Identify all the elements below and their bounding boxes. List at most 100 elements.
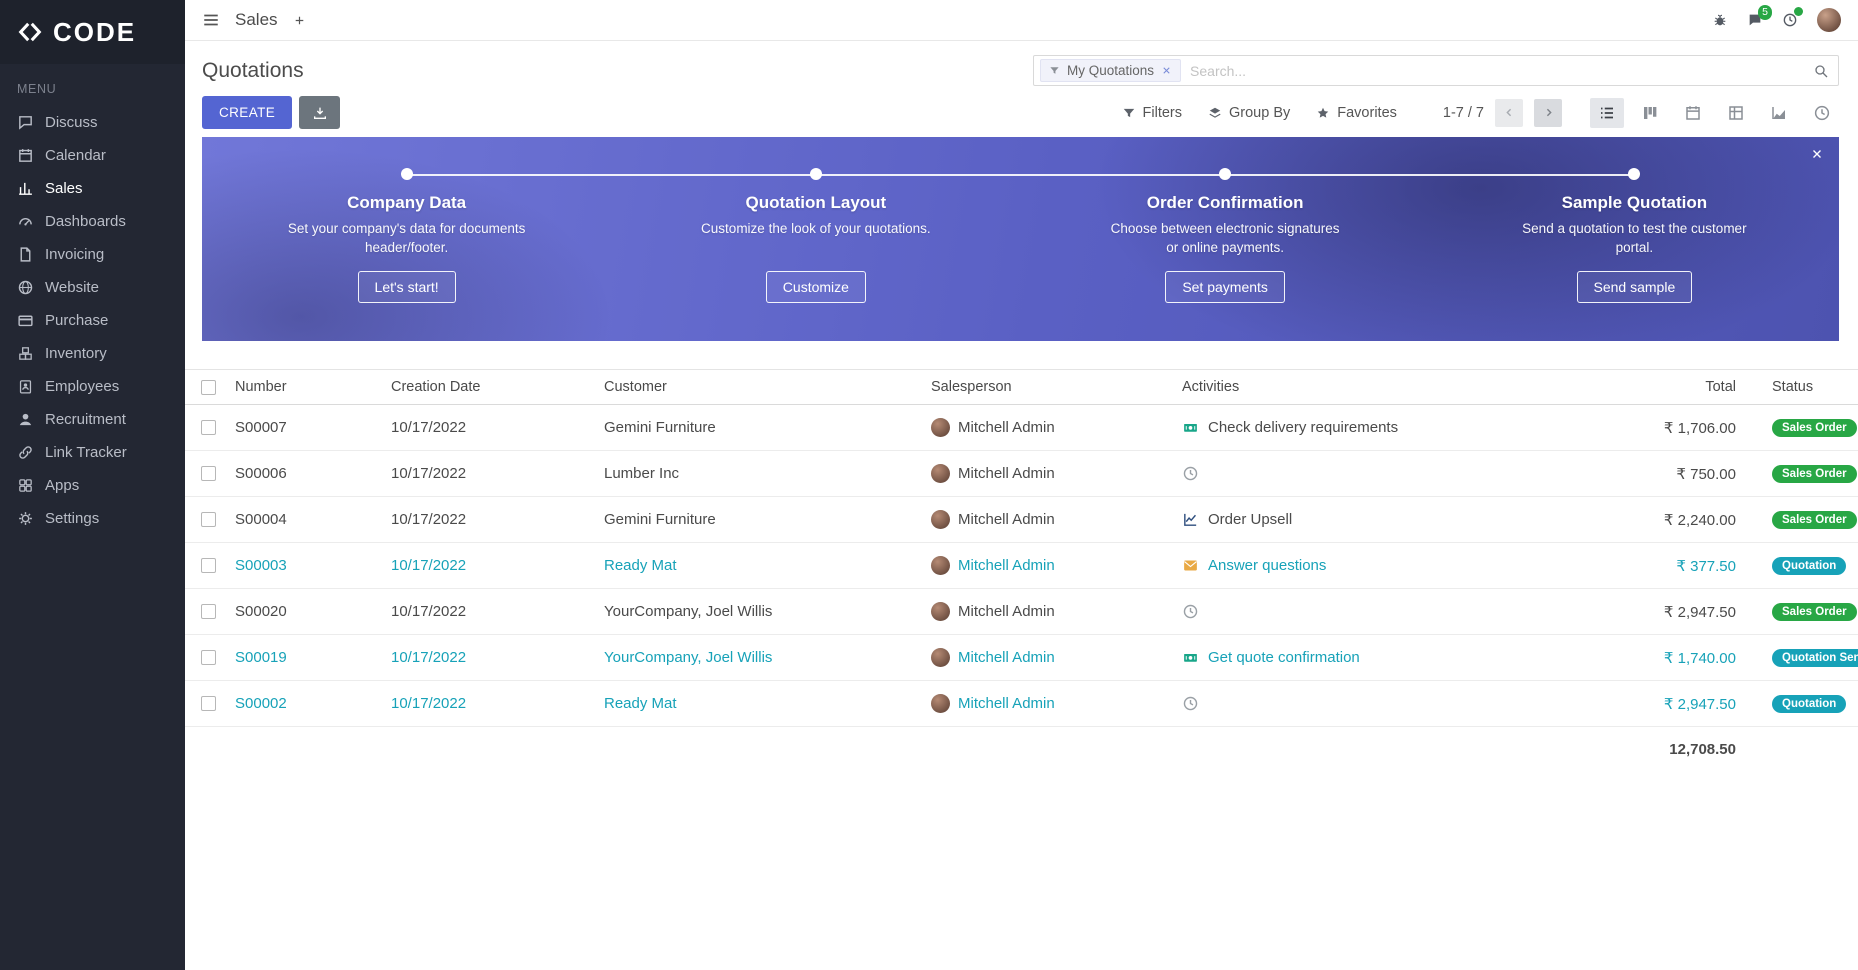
sidebar-item-calendar[interactable]: Calendar [0, 139, 185, 172]
create-button[interactable]: CREATE [202, 96, 293, 129]
brand-logo[interactable]: CODE [0, 0, 185, 64]
cash-activity-icon[interactable] [1182, 649, 1199, 666]
cell-number: S00003 [235, 557, 287, 574]
add-tab-icon[interactable] [293, 14, 306, 27]
status-badge: Quotation Sent [1772, 649, 1858, 667]
cell-total: ₹ 750.00 [1676, 465, 1736, 483]
favorites-button[interactable]: Favorites [1316, 105, 1397, 121]
hamburger-menu-icon[interactable] [202, 11, 220, 29]
debug-bug-icon[interactable] [1712, 12, 1728, 28]
cash-activity-icon[interactable] [1182, 419, 1199, 436]
envelope-activity-icon[interactable] [1182, 557, 1199, 574]
row-checkbox[interactable] [201, 512, 216, 527]
view-list-button[interactable] [1590, 97, 1624, 128]
send-sample-button[interactable]: Send sample [1576, 271, 1693, 303]
table-row[interactable]: S00019 10/17/2022 YourCompany, Joel Will… [185, 635, 1858, 681]
clock-activity-icon[interactable] [1182, 695, 1199, 712]
table-row[interactable]: S00004 10/17/2022 Gemini Furniture Mitch… [185, 497, 1858, 543]
sidebar-item-website[interactable]: Website [0, 271, 185, 304]
column-header-customer[interactable]: Customer [604, 379, 667, 395]
clock-activity-icon[interactable] [1182, 603, 1199, 620]
step-dot [1219, 168, 1232, 180]
table-row[interactable]: S00003 10/17/2022 Ready Mat Mitchell Adm… [185, 543, 1858, 589]
cell-total: ₹ 377.50 [1676, 557, 1736, 575]
messages-icon[interactable]: 5 [1747, 5, 1772, 28]
graph-view-icon [1770, 104, 1788, 122]
row-checkbox[interactable] [201, 466, 216, 481]
facet-remove-icon[interactable] [1161, 65, 1172, 76]
row-checkbox[interactable] [201, 650, 216, 665]
line-chart-activity-icon[interactable] [1182, 511, 1199, 528]
column-header-salesperson[interactable]: Salesperson [931, 379, 1012, 395]
filters-button[interactable]: Filters [1122, 105, 1182, 121]
clock-activity-icon[interactable] [1182, 465, 1199, 482]
activities-clock-icon[interactable] [1782, 7, 1803, 28]
table-row[interactable]: S00002 10/17/2022 Ready Mat Mitchell Adm… [185, 681, 1858, 727]
sidebar-item-purchase[interactable]: Purchase [0, 304, 185, 337]
sidebar-item-inventory[interactable]: Inventory [0, 337, 185, 370]
salesperson-avatar [931, 556, 950, 575]
banner-close-button[interactable] [1810, 147, 1824, 161]
sidebar-item-settings[interactable]: Settings [0, 502, 185, 535]
sidebar-item-recruitment[interactable]: Recruitment [0, 403, 185, 436]
view-pivot-button[interactable] [1719, 98, 1753, 128]
row-checkbox[interactable] [201, 420, 216, 435]
column-header-activities[interactable]: Activities [1182, 379, 1240, 395]
column-header-number[interactable]: Number [235, 379, 287, 395]
set-payments-button[interactable]: Set payments [1165, 271, 1285, 303]
cell-creation-date: 10/17/2022 [391, 511, 467, 528]
table-row[interactable]: S00020 10/17/2022 YourCompany, Joel Will… [185, 589, 1858, 635]
sidebar-item-dashboards[interactable]: Dashboards [0, 205, 185, 238]
cell-creation-date: 10/17/2022 [391, 649, 467, 666]
step-description: Send a quotation to test the customer po… [1522, 221, 1747, 255]
sidebar-item-link-tracker[interactable]: Link Tracker [0, 436, 185, 469]
view-kanban-button[interactable] [1633, 98, 1667, 128]
view-calendar-button[interactable] [1676, 98, 1710, 128]
cell-activity: Answer questions [1208, 557, 1327, 574]
view-graph-button[interactable] [1762, 98, 1796, 128]
column-header-status[interactable]: Status [1772, 379, 1814, 395]
pager-range: 1-7 / 7 [1442, 104, 1484, 121]
cell-total: ₹ 1,706.00 [1663, 419, 1736, 437]
step-description: Customize the look of your quotations. [701, 221, 931, 236]
grid-icon [17, 477, 34, 494]
search-icon[interactable] [1813, 63, 1829, 79]
view-switcher [1590, 97, 1839, 128]
current-app-title[interactable]: Sales [235, 10, 278, 29]
boxes-icon [17, 345, 34, 362]
search-box[interactable]: My Quotations [1033, 55, 1839, 86]
search-facet-my-quotations[interactable]: My Quotations [1040, 59, 1182, 82]
column-header-creation-date[interactable]: Creation Date [391, 379, 481, 395]
pager-next-button[interactable] [1534, 98, 1562, 127]
cell-salesperson: Mitchell Admin [958, 465, 1055, 482]
select-all-checkbox[interactable] [201, 379, 216, 395]
cell-customer: Gemini Furniture [604, 511, 716, 528]
cell-creation-date: 10/17/2022 [391, 603, 467, 620]
group-by-button[interactable]: Group By [1208, 105, 1290, 121]
cell-salesperson: Mitchell Admin [958, 695, 1055, 712]
search-input[interactable] [1190, 62, 1804, 79]
cell-customer: Ready Mat [604, 695, 677, 712]
pager-previous-button[interactable] [1495, 98, 1523, 127]
link-icon [17, 444, 34, 461]
sidebar-item-invoicing[interactable]: Invoicing [0, 238, 185, 271]
table-row[interactable]: S00007 10/17/2022 Gemini Furniture Mitch… [185, 405, 1858, 451]
user-avatar[interactable] [1817, 8, 1841, 32]
cell-number: S00020 [235, 603, 287, 620]
row-checkbox[interactable] [201, 696, 216, 711]
salesperson-avatar [931, 694, 950, 713]
row-checkbox[interactable] [201, 558, 216, 573]
export-button[interactable] [299, 96, 341, 129]
table-row[interactable]: S00006 10/17/2022 Lumber Inc Mitchell Ad… [185, 451, 1858, 497]
view-activity-button[interactable] [1805, 98, 1839, 128]
lets-start-button[interactable]: Let's start! [357, 271, 456, 303]
document-icon [17, 246, 34, 263]
customize-button[interactable]: Customize [765, 271, 866, 303]
sidebar-item-apps[interactable]: Apps [0, 469, 185, 502]
sidebar-item-discuss[interactable]: Discuss [0, 106, 185, 139]
sidebar-item-employees[interactable]: Employees [0, 370, 185, 403]
column-header-total[interactable]: Total [1705, 379, 1736, 395]
cell-customer: Gemini Furniture [604, 419, 716, 436]
sidebar-item-sales[interactable]: Sales [0, 172, 185, 205]
row-checkbox[interactable] [201, 604, 216, 619]
